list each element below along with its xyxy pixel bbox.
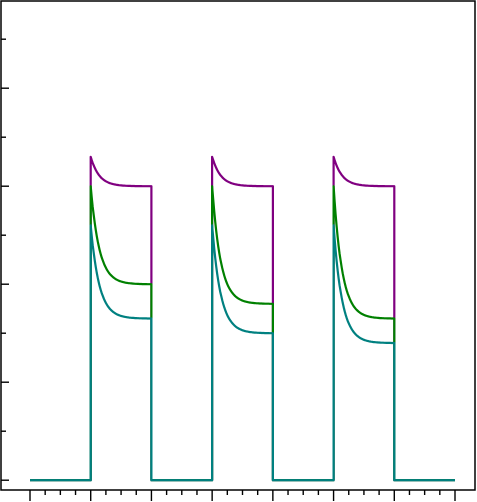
- y-axis-ticks: [1, 38, 9, 481]
- plot-frame: [0, 0, 476, 491]
- series-line-1: [30, 155, 455, 482]
- series-line-3: [30, 224, 455, 482]
- series-line-2: [30, 185, 455, 482]
- series-layer: [30, 155, 455, 482]
- x-axis-ticks: [29, 490, 456, 501]
